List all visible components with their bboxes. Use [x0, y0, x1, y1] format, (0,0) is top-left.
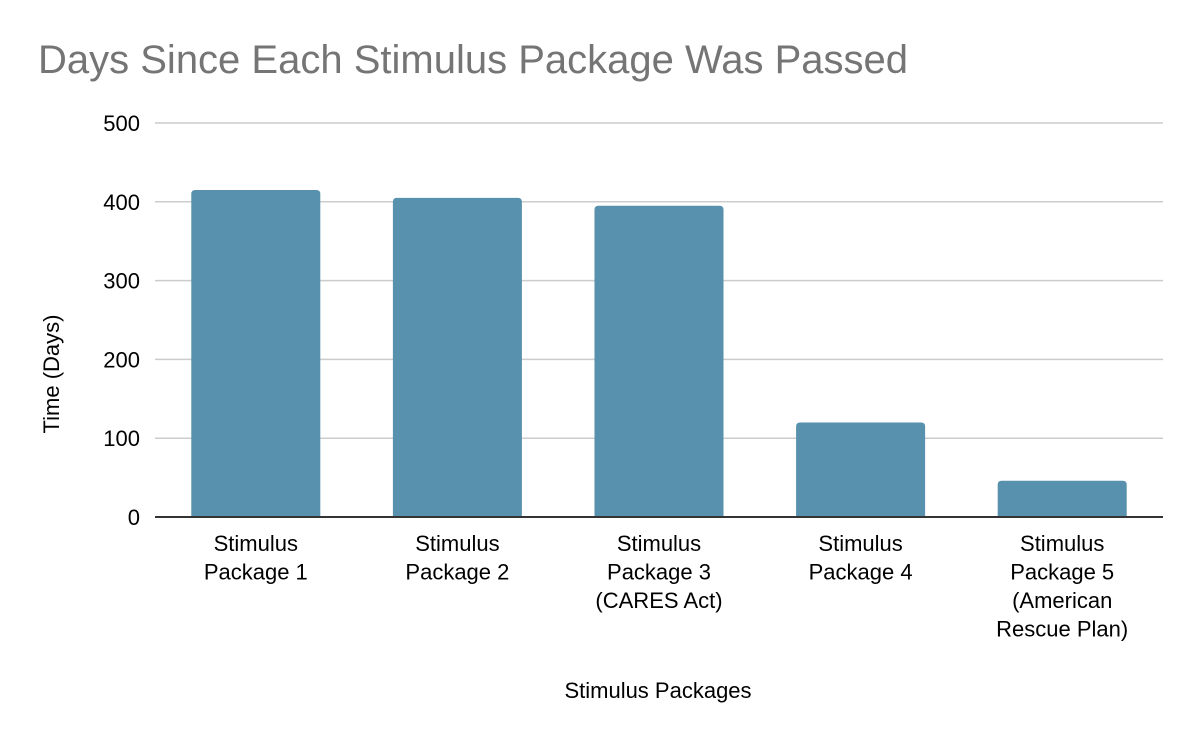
y-tick-label: 500 — [103, 111, 140, 136]
y-tick-label: 200 — [103, 347, 140, 372]
y-tick-label: 400 — [103, 190, 140, 215]
y-tick-label: 100 — [103, 426, 140, 451]
x-tick-label: Stimulus Package 5 (American Rescue Plan) — [996, 531, 1128, 642]
x-tick-label: Stimulus Package 3 (CARES Act) — [595, 531, 722, 613]
x-axis-title: Stimulus Packages — [564, 678, 751, 703]
bar — [997, 480, 1127, 517]
x-tick-label: Stimulus Package 1 — [204, 531, 308, 585]
y-axis-title: Time (Days) — [39, 315, 64, 434]
y-tick-label: 300 — [103, 269, 140, 294]
bar — [594, 205, 724, 518]
bar — [392, 197, 522, 518]
bars — [191, 189, 1127, 518]
chart-title: Days Since Each Stimulus Package Was Pas… — [38, 38, 909, 82]
x-tick-label: Stimulus Package 4 — [809, 531, 913, 585]
bar — [191, 189, 321, 518]
tick-labels: 0 100 200 300 400 500 Stimulus Package 1 Stimulu… — [103, 111, 1128, 642]
x-tick-label: Stimulus Package 2 — [405, 531, 509, 585]
bar — [796, 422, 926, 517]
y-tick-label: 0 — [128, 505, 140, 530]
